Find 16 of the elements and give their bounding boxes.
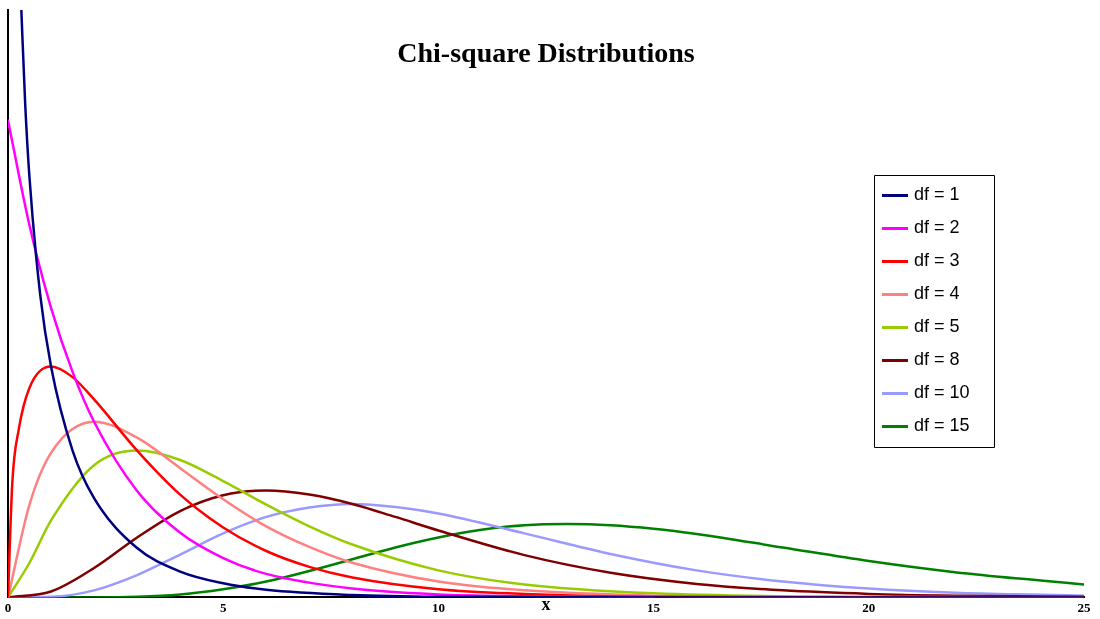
x-tick-label: 10 (431, 599, 445, 615)
legend-label: df = 1 (914, 184, 960, 205)
legend-label: df = 4 (914, 283, 960, 304)
x-axis-title: x (541, 593, 551, 614)
text: Chi-square Distributions (397, 37, 695, 69)
legend-label: df = 8 (914, 349, 960, 370)
legend-label: df = 5 (914, 316, 960, 337)
legend-label: df = 10 (914, 382, 970, 403)
x-tick-label: 25 (1077, 599, 1091, 615)
x-tick-label: 15 (647, 599, 661, 615)
legend-label: df = 3 (914, 250, 960, 271)
x-tick-label: 0 (4, 599, 12, 615)
legend-label: df = 2 (914, 217, 960, 238)
legend-label: df = 15 (914, 415, 970, 436)
x-tick-label: 20 (862, 599, 876, 615)
x-tick-label: 5 (219, 599, 227, 615)
